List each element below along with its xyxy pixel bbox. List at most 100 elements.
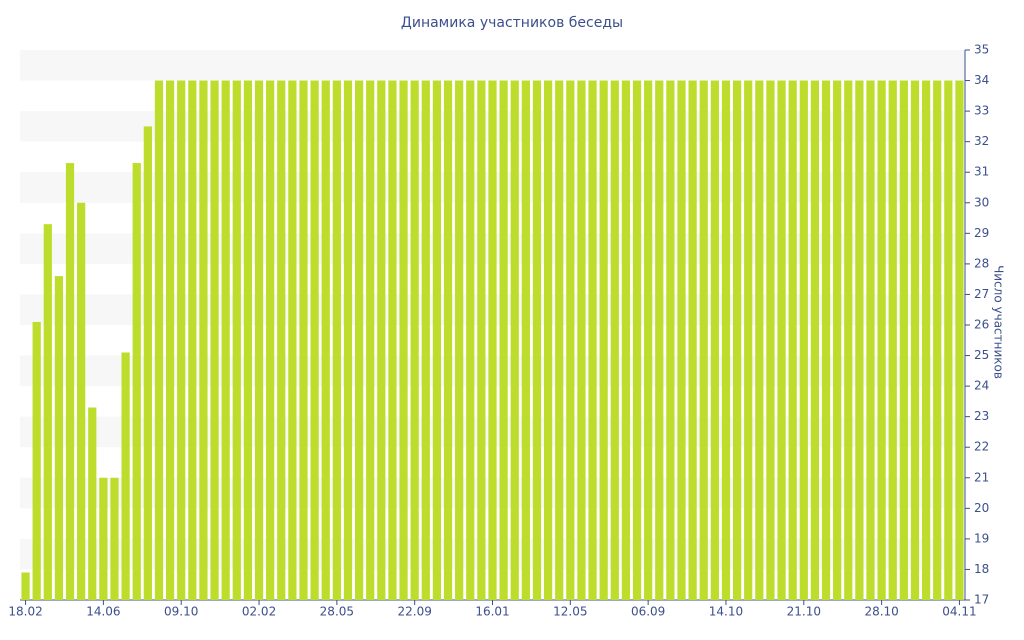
bar (721, 80, 731, 601)
bar (232, 80, 241, 601)
x-tick-label: 14.06 (86, 605, 120, 619)
y-tick-label: 32 (974, 134, 989, 148)
bar (732, 80, 742, 601)
y-tick-label: 24 (974, 379, 989, 393)
bar (77, 202, 86, 600)
bar (543, 80, 553, 601)
bar (455, 80, 464, 601)
bar (432, 80, 442, 601)
y-tick-label: 21 (974, 470, 989, 484)
bar (944, 80, 953, 601)
bar (177, 80, 186, 601)
bar (955, 80, 964, 601)
bar (755, 80, 764, 601)
bar (154, 80, 164, 601)
bar (121, 352, 130, 600)
bar (165, 80, 175, 601)
bar (477, 80, 486, 601)
bar (310, 80, 319, 601)
bar (88, 407, 97, 600)
bar (788, 80, 797, 601)
bar (910, 80, 920, 601)
bar (277, 80, 286, 601)
y-tick-label: 28 (974, 256, 989, 270)
y-tick-label: 20 (974, 501, 989, 515)
bar (655, 80, 664, 601)
y-axis-label: Число участников (992, 265, 1006, 379)
y-tick-label: 33 (974, 104, 989, 118)
bar (810, 80, 820, 601)
bar (844, 80, 853, 601)
bar (710, 80, 719, 601)
bar (877, 80, 886, 601)
bar (688, 80, 697, 601)
bar (777, 80, 786, 601)
y-tick-label: 34 (974, 73, 989, 87)
bar (21, 572, 30, 600)
bar (799, 80, 808, 601)
bar (466, 80, 475, 601)
bar (588, 80, 597, 601)
bar (32, 321, 41, 600)
bar (821, 80, 831, 601)
bar (221, 80, 230, 601)
y-tick-label: 27 (974, 287, 989, 301)
bar (321, 80, 330, 601)
bar (332, 80, 341, 601)
x-tick-label: 06.09 (631, 605, 665, 619)
grid-band (20, 50, 965, 81)
bar (499, 80, 508, 601)
bar (888, 80, 897, 601)
bar (377, 80, 386, 601)
bar (766, 80, 775, 601)
bar (921, 80, 931, 601)
bar (833, 80, 842, 601)
bar (143, 126, 152, 600)
bar (266, 80, 275, 601)
y-tick-label: 30 (974, 195, 989, 209)
bar (488, 80, 497, 601)
bar (621, 80, 631, 601)
y-tick-label: 23 (974, 409, 989, 423)
bar (532, 80, 542, 601)
bar (577, 80, 586, 601)
x-tick-label: 02.02 (242, 605, 276, 619)
bar (299, 80, 308, 601)
bar (254, 80, 264, 601)
bar (366, 80, 375, 601)
bar (99, 477, 108, 600)
bar (65, 163, 75, 601)
bar (610, 80, 619, 601)
bar (933, 80, 942, 601)
bar (510, 80, 519, 601)
bar (210, 80, 219, 601)
bar (199, 80, 208, 601)
bar (132, 163, 141, 601)
x-tick-label: 14.10 (709, 605, 743, 619)
bar (354, 80, 364, 601)
x-tick-label: 16.01 (475, 605, 509, 619)
x-tick-label: 22.09 (397, 605, 431, 619)
x-tick-label: 12.05 (553, 605, 587, 619)
x-tick-label: 28.10 (864, 605, 898, 619)
bar (399, 80, 408, 601)
bar (443, 80, 453, 601)
bar (421, 80, 430, 601)
x-tick-label: 18.02 (8, 605, 42, 619)
bar (644, 80, 653, 601)
bar (521, 80, 530, 601)
x-tick-label: 04.11 (942, 605, 976, 619)
bar (188, 80, 197, 601)
y-tick-label: 17 (974, 593, 989, 607)
y-tick-label: 22 (974, 440, 989, 454)
bar (699, 80, 708, 601)
y-tick-label: 18 (974, 562, 989, 576)
x-tick-label: 09.10 (164, 605, 198, 619)
bar (666, 80, 675, 601)
bar (899, 80, 908, 601)
bar (410, 80, 419, 601)
bar (632, 80, 642, 601)
y-tick-label: 26 (974, 318, 989, 332)
